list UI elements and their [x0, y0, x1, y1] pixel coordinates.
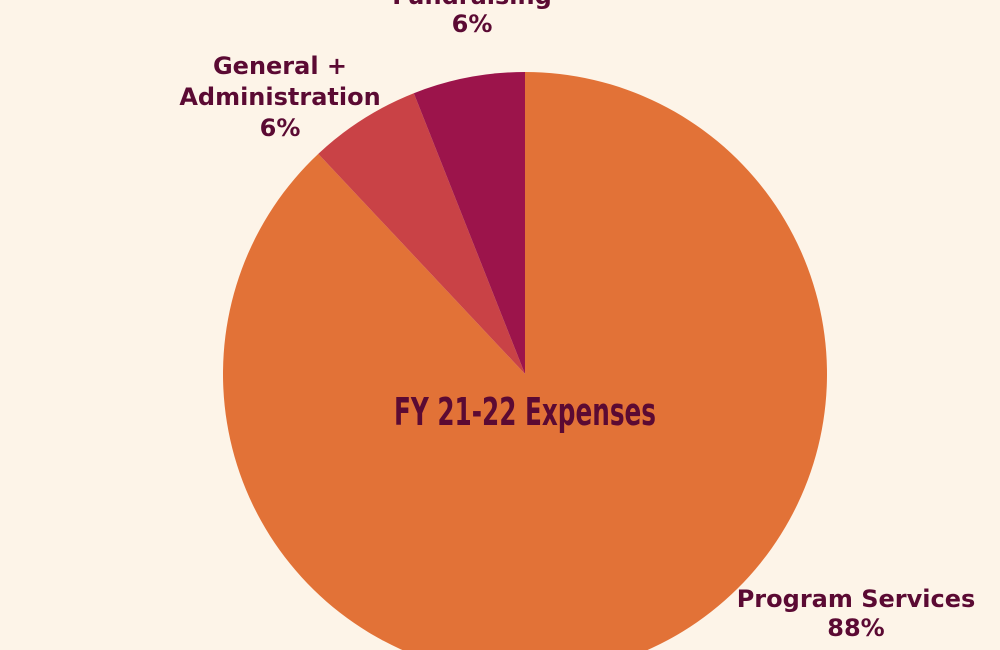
slice-value-label: 88% — [827, 614, 884, 642]
slice-name-label: General + — [213, 52, 347, 80]
chart-title: FY 21-22 Expenses — [394, 390, 656, 434]
slice-value-label: 6% — [452, 10, 493, 38]
slice-name-label: Administration — [179, 83, 380, 111]
slice-label-general-administration: General + Administration 6% — [179, 52, 380, 142]
slice-label-fundraising: Fundraising6% — [392, 0, 552, 38]
slice-name-label: Program Services — [737, 585, 976, 613]
pie-slice-program-services — [223, 72, 827, 650]
pie-slice-fundraising — [413, 72, 525, 374]
pie-slices — [223, 72, 827, 650]
slice-labels: Program Services 88% General + Administrati… — [179, 0, 975, 642]
slice-name-label: Fundraising — [392, 0, 552, 10]
slice-label-program-services: Program Services 88% — [737, 585, 976, 642]
slice-value-label: 6% — [260, 114, 301, 142]
pie-slice-general-administration — [318, 93, 525, 374]
